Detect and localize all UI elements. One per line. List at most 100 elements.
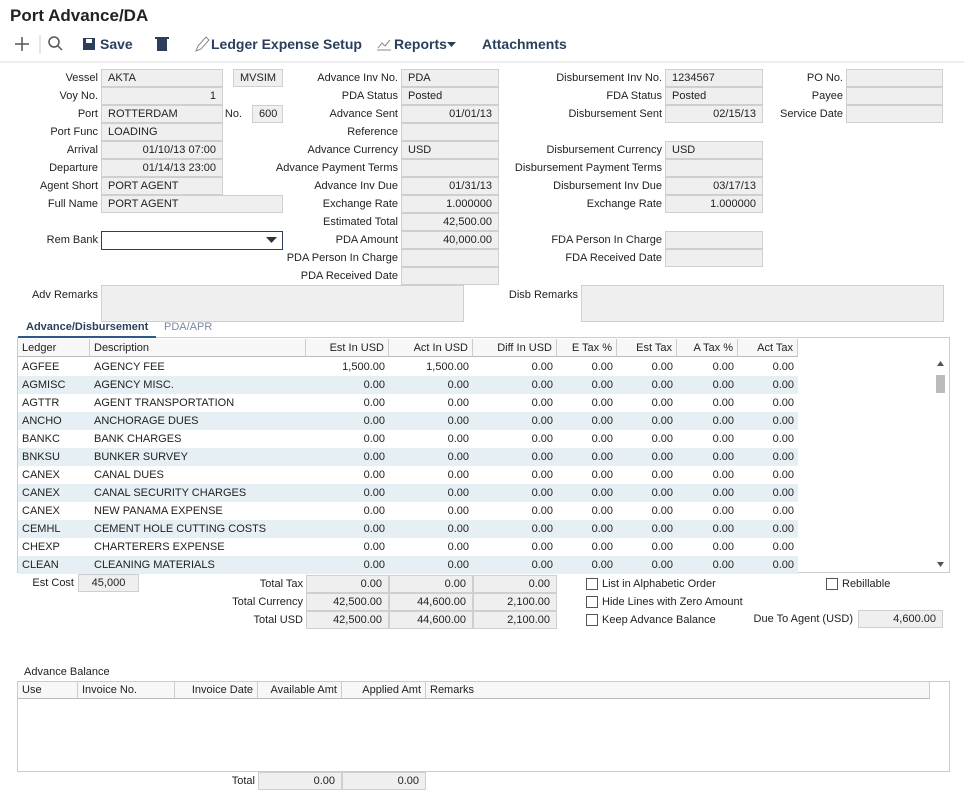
grid-cell: 1,500.00: [342, 361, 385, 373]
checkbox[interactable]: [586, 578, 598, 590]
grid-cell: CHARTERERS EXPENSE: [94, 541, 225, 553]
grid-cell: 0.00: [591, 559, 613, 571]
column-header: Use: [18, 682, 78, 699]
field-value[interactable]: USD: [665, 141, 763, 159]
field-value[interactable]: Posted: [401, 87, 499, 105]
column-header: Description: [90, 339, 306, 357]
field-value[interactable]: PDA: [401, 69, 499, 87]
checkbox[interactable]: [826, 578, 838, 590]
field-label: Reference: [347, 126, 398, 138]
grid-cell: 0.00: [591, 541, 613, 553]
grid-cell: 0.00: [712, 523, 734, 535]
grid-cell: 0.00: [363, 469, 385, 481]
total-value: 2,100.00: [473, 593, 557, 611]
field-label: No.: [224, 108, 242, 120]
field-value[interactable]: 1.000000: [665, 195, 763, 213]
grid-cell: CLEAN: [22, 559, 59, 571]
field-value[interactable]: 01/14/13 23:00: [101, 159, 223, 177]
field-value[interactable]: 45,000: [78, 574, 139, 592]
column-header: Available Amt: [258, 682, 342, 699]
field-value[interactable]: 4,600.00: [858, 610, 943, 628]
field-value[interactable]: AKTA: [101, 69, 223, 87]
rem-bank-dropdown[interactable]: [101, 231, 283, 250]
grid-cell: 0.00: [712, 451, 734, 463]
field-value[interactable]: PORT AGENT: [101, 195, 283, 213]
grid-cell: 0.00: [712, 559, 734, 571]
field-label: Departure: [49, 162, 98, 174]
grid-cell: 0.00: [651, 523, 673, 535]
grid-cell: NEW PANAMA EXPENSE: [94, 505, 223, 517]
disb-remarks-box[interactable]: [581, 285, 944, 322]
field-value[interactable]: [846, 87, 943, 105]
field-value[interactable]: MVSIM: [233, 69, 283, 87]
adv-remarks-box[interactable]: [101, 285, 464, 322]
grid-cell: ANCHO: [22, 415, 62, 427]
grid-cell: 0.00: [772, 397, 794, 409]
field-value[interactable]: [401, 123, 499, 141]
column-header: Act Tax: [738, 339, 798, 357]
grid-cell: 0.00: [447, 451, 469, 463]
field-value[interactable]: [846, 105, 943, 123]
field-value[interactable]: [401, 159, 499, 177]
field-value[interactable]: 01/10/13 07:00: [101, 141, 223, 159]
field-value[interactable]: 01/31/13: [401, 177, 499, 195]
row-stripe: [18, 556, 798, 574]
field-value[interactable]: LOADING: [101, 123, 223, 141]
field-value[interactable]: 600: [252, 105, 283, 123]
field-value[interactable]: Posted: [665, 87, 763, 105]
grid-cell: AGENCY FEE: [94, 361, 165, 373]
scrollbar[interactable]: [932, 357, 949, 572]
field-value[interactable]: USD: [401, 141, 499, 159]
grid-cell: 0.00: [651, 469, 673, 481]
field-value[interactable]: 03/17/13: [665, 177, 763, 195]
field-value[interactable]: 1234567: [665, 69, 763, 87]
field-value[interactable]: [665, 249, 763, 267]
field-value[interactable]: 1: [101, 87, 223, 105]
field-label: Adv Remarks: [31, 289, 98, 301]
row-stripe: [18, 484, 798, 502]
ledger-expense-setup-button[interactable]: Ledger Expense Setup: [211, 36, 362, 52]
grid-cell: CEMENT HOLE CUTTING COSTS: [94, 523, 267, 535]
grid-cell: 0.00: [531, 433, 553, 445]
grid-cell: 0.00: [363, 397, 385, 409]
field-label: PDA Person In Charge: [286, 252, 398, 264]
grid-cell: 0.00: [772, 433, 794, 445]
field-value[interactable]: [846, 69, 943, 87]
field-value[interactable]: 42,500.00: [401, 213, 499, 231]
field-value[interactable]: [401, 267, 499, 285]
field-value[interactable]: 02/15/13: [665, 105, 763, 123]
field-value[interactable]: ROTTERDAM: [101, 105, 223, 123]
reports-menu[interactable]: Reports: [394, 36, 447, 52]
field-value[interactable]: [401, 249, 499, 267]
field-value[interactable]: 1.000000: [401, 195, 499, 213]
grid-cell: 0.00: [772, 505, 794, 517]
field-label: PDA Received Date: [300, 270, 398, 282]
tab[interactable]: PDA/APR: [164, 321, 213, 333]
column-header: Est In USD: [306, 339, 389, 357]
checkbox[interactable]: [586, 596, 598, 608]
field-label: FDA Received Date: [565, 252, 662, 264]
grid-cell: 0.00: [531, 487, 553, 499]
field-label: Disbursement Inv Due: [553, 180, 662, 192]
field-label: FDA Status: [606, 90, 662, 102]
field-value[interactable]: [665, 231, 763, 249]
field-label: Total: [231, 775, 255, 787]
total-value: 2,100.00: [473, 611, 557, 629]
column-header: Est Tax: [617, 339, 677, 357]
grid-cell: 0.00: [712, 433, 734, 445]
grid-cell: ANCHORAGE DUES: [94, 415, 199, 427]
grid-cell: 0.00: [591, 361, 613, 373]
grid-cell: 0.00: [591, 505, 613, 517]
tab[interactable]: Advance/Disbursement: [26, 321, 149, 333]
field-label: FDA Person In Charge: [551, 234, 662, 246]
field-value[interactable]: 40,000.00: [401, 231, 499, 249]
save-button[interactable]: Save: [100, 36, 133, 52]
grid-cell: 0.00: [712, 541, 734, 553]
field-value[interactable]: 01/01/13: [401, 105, 499, 123]
total-value: 0.00: [306, 575, 389, 593]
grid-cell: 0.00: [772, 541, 794, 553]
attachments-button[interactable]: Attachments: [482, 36, 567, 52]
checkbox[interactable]: [586, 614, 598, 626]
field-value[interactable]: [665, 159, 763, 177]
field-value[interactable]: PORT AGENT: [101, 177, 223, 195]
